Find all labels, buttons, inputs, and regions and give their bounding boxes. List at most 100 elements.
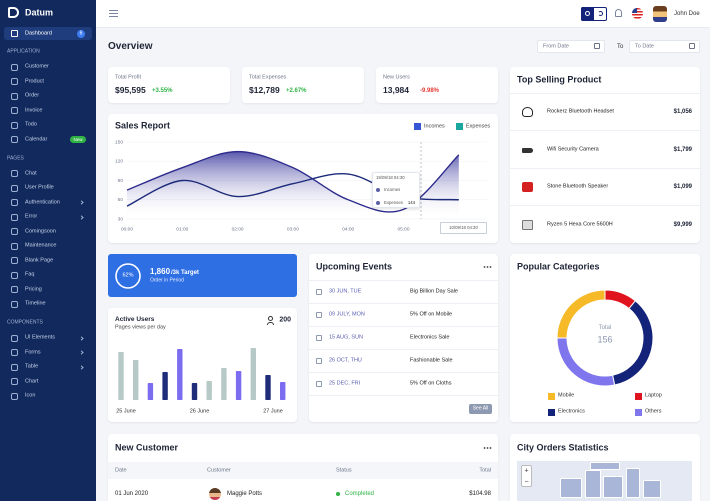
nav-item[interactable]: UI Elements bbox=[25, 334, 55, 341]
sidebar bbox=[0, 0, 96, 501]
product-price: $1,799 bbox=[673, 146, 692, 153]
product-price: $1,099 bbox=[673, 184, 692, 190]
donut-segment bbox=[556, 337, 616, 387]
see-all-label[interactable]: See All bbox=[472, 405, 489, 412]
nav-item[interactable]: Forms bbox=[25, 348, 41, 355]
nav-item[interactable]: Customer bbox=[25, 63, 49, 70]
card-title: City Orders Statistics bbox=[517, 442, 609, 453]
nav-item[interactable]: Faq bbox=[25, 271, 35, 278]
card-title: Active Users bbox=[115, 315, 155, 323]
table-cell: 01 Jun 2020 bbox=[115, 491, 149, 497]
legend-label: Incomes bbox=[424, 122, 445, 129]
nav-icon bbox=[11, 107, 18, 114]
divider bbox=[510, 130, 700, 131]
series-line bbox=[126, 150, 460, 213]
x-tick-label: 04:00 bbox=[342, 226, 354, 232]
product-name: Rockerz Bluetooth Headset bbox=[547, 108, 614, 115]
nav-item[interactable]: Icon bbox=[25, 392, 36, 399]
x-tick-label: 05:00 bbox=[397, 226, 409, 232]
menu-icon-line[interactable] bbox=[109, 13, 118, 14]
stat-label: Total Profit bbox=[115, 74, 141, 81]
date-input[interactable] bbox=[537, 40, 605, 53]
nav-badge-text: 6 bbox=[79, 30, 83, 36]
calendar-icon bbox=[316, 381, 322, 387]
table-header: Status bbox=[336, 467, 352, 474]
legend-label: Electronics bbox=[558, 408, 585, 415]
date-placeholder: To Date bbox=[635, 42, 654, 49]
active-users-card bbox=[108, 308, 297, 422]
nav-item[interactable]: Todo bbox=[25, 121, 37, 128]
stat-value: $12,789 bbox=[249, 84, 280, 95]
more-icon[interactable] bbox=[483, 266, 492, 268]
card-title: Upcoming Events bbox=[316, 261, 393, 272]
donut-center-label: Total bbox=[598, 325, 612, 331]
legend-label: Others bbox=[645, 408, 662, 415]
nav-badge bbox=[77, 29, 85, 38]
nav-item[interactable]: Authentication bbox=[25, 198, 60, 205]
flag-icon[interactable] bbox=[632, 8, 643, 19]
nav-section-title: APPLICATION bbox=[7, 48, 40, 55]
nav-item[interactable]: Comingsoon bbox=[25, 227, 56, 234]
table-header: Date bbox=[115, 467, 127, 474]
nav-item[interactable]: Error bbox=[25, 213, 38, 220]
nav-item[interactable]: Table bbox=[25, 363, 39, 370]
nav-item[interactable]: Order bbox=[25, 92, 40, 99]
x-tick-label: 25 June bbox=[116, 408, 136, 414]
flag-canton bbox=[632, 8, 637, 13]
nav-item[interactable]: Invoice bbox=[25, 106, 43, 113]
stat-change: +3.55% bbox=[152, 87, 173, 94]
nav-icon bbox=[11, 286, 18, 293]
nav-item[interactable]: User Profile bbox=[25, 184, 54, 191]
brand-name: Datum bbox=[25, 7, 54, 18]
table-cell: $104.98 bbox=[469, 491, 491, 497]
nav-item[interactable]: Product bbox=[25, 77, 44, 84]
brand-logo bbox=[8, 7, 19, 18]
legend-swatch bbox=[635, 408, 642, 416]
stat-change: +2.67% bbox=[286, 87, 307, 94]
user-name[interactable]: John Doe bbox=[674, 11, 700, 17]
nav-item[interactable]: Dashboard bbox=[25, 29, 52, 36]
calendar-icon bbox=[689, 43, 695, 49]
bell-icon[interactable] bbox=[615, 9, 622, 17]
top-products-card bbox=[510, 67, 700, 243]
zoom-out[interactable]: − bbox=[524, 478, 529, 485]
nav-item[interactable]: Maintenance bbox=[25, 242, 57, 249]
bar bbox=[206, 381, 212, 400]
bar bbox=[265, 375, 271, 400]
table-header-bg bbox=[108, 462, 498, 479]
nav-icon bbox=[11, 121, 18, 129]
nav-item[interactable]: Blank Page bbox=[25, 256, 54, 263]
bar bbox=[280, 382, 286, 400]
user-icon bbox=[268, 316, 273, 321]
zoom-in[interactable]: + bbox=[524, 467, 529, 474]
event-name: 5% Off on Cloths bbox=[410, 380, 452, 387]
map-zoom[interactable] bbox=[521, 465, 532, 487]
map-region bbox=[585, 470, 601, 498]
page-title: Overview bbox=[108, 41, 153, 52]
menu-icon-line[interactable] bbox=[109, 10, 118, 11]
bar bbox=[191, 383, 198, 400]
table-cell: Maggie Potts bbox=[227, 491, 263, 497]
date-input[interactable] bbox=[629, 40, 700, 53]
legend-label: Mobile bbox=[558, 392, 575, 399]
nav-item[interactable]: Chat bbox=[25, 169, 37, 176]
more-icon[interactable] bbox=[483, 447, 492, 449]
nav-item[interactable]: Calendar bbox=[25, 135, 48, 142]
nav-item[interactable]: Timeline bbox=[25, 300, 46, 307]
y-tick-label: 90 bbox=[118, 178, 124, 184]
tooltip-dot bbox=[376, 201, 380, 205]
see-all-button[interactable] bbox=[469, 404, 492, 414]
bar bbox=[177, 349, 183, 400]
nav-icon bbox=[11, 78, 18, 85]
categories-card bbox=[510, 254, 700, 422]
event-name: Big Billion Day Sale bbox=[410, 288, 458, 295]
x-tick-label: 03:00 bbox=[287, 226, 299, 232]
x-tick-label: 26 June bbox=[190, 408, 210, 414]
avatar[interactable] bbox=[653, 6, 667, 22]
menu-icon-line[interactable] bbox=[109, 16, 118, 17]
bar bbox=[162, 372, 168, 400]
nav-item[interactable]: Pricing bbox=[25, 285, 42, 292]
divider bbox=[510, 205, 700, 206]
nav-item[interactable]: Chart bbox=[25, 377, 39, 384]
